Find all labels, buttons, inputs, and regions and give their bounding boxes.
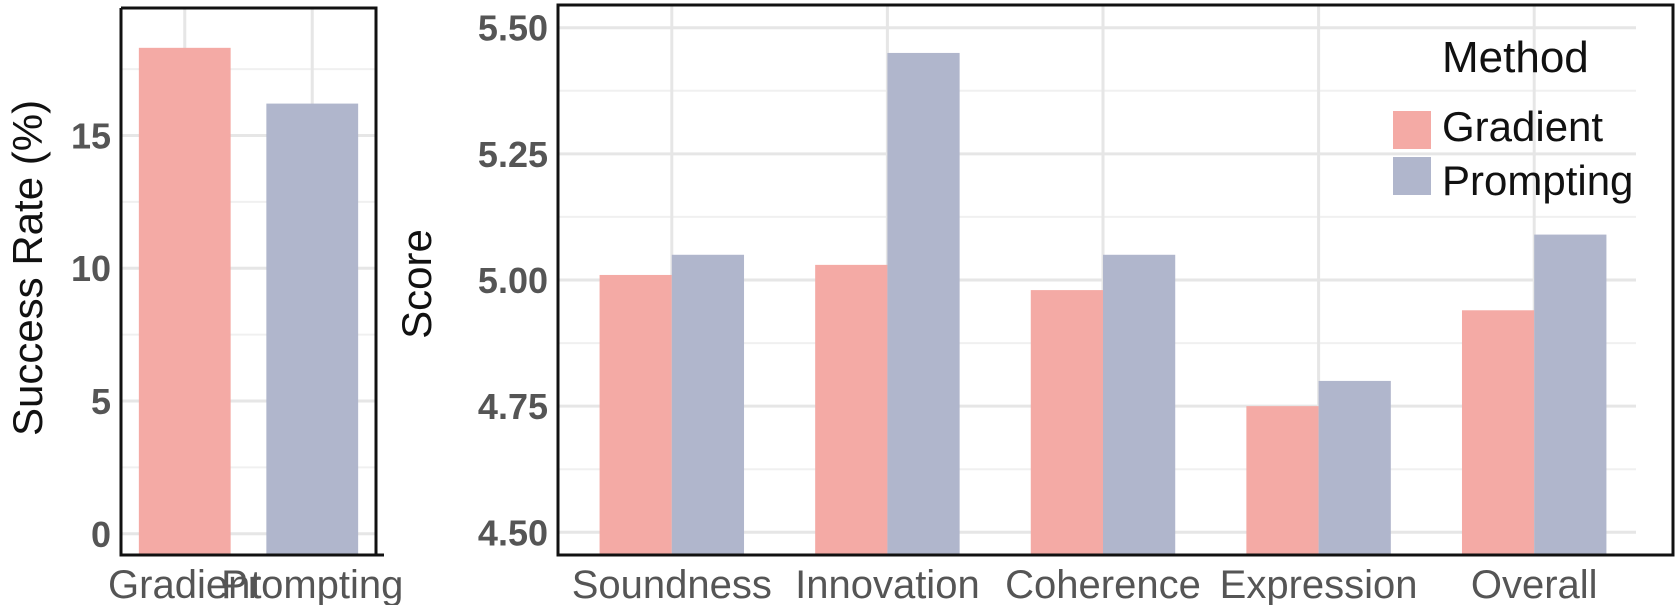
right-x-tick-labels: Soundness Innovation Coherence Expression Ov… <box>572 563 1598 605</box>
right-bars <box>599 52 1607 556</box>
right-y-tick-label: 5.50 <box>478 8 548 49</box>
left-y-tick-labels: 0 5 10 15 <box>71 115 111 554</box>
left-y-tick-label: 5 <box>91 381 111 422</box>
bar-gradient-coherence <box>1030 290 1103 555</box>
right-x-tick-label: Overall <box>1471 563 1598 605</box>
right-y-tick-labels: 4.50 4.75 5.00 5.25 5.50 <box>478 8 548 554</box>
bar-gradient-expression <box>1246 406 1319 555</box>
legend: Method Gradient Prompting <box>1393 33 1633 204</box>
legend-label-prompting: Prompting <box>1442 157 1633 204</box>
legend-label-gradient: Gradient <box>1442 103 1603 150</box>
bar-prompting-innovation <box>887 52 960 555</box>
legend-swatch-gradient <box>1393 111 1431 149</box>
left-y-tick-label: 15 <box>71 115 111 156</box>
legend-swatch-prompting <box>1393 157 1431 195</box>
right-y-tick-label: 5.00 <box>478 260 548 301</box>
left-y-axis-label: Success Rate (%) <box>4 100 51 436</box>
right-x-tick-label: Expression <box>1220 563 1418 605</box>
left-x-tick-label: Prompting <box>221 563 403 605</box>
right-x-tick-label: Coherence <box>1005 563 1201 605</box>
bar-gradient <box>138 47 231 555</box>
score-chart: 4.50 4.75 5.00 5.25 5.50 Soundness Innovation… <box>393 3 1675 605</box>
left-y-tick-label: 0 <box>91 514 111 555</box>
bar-prompting-expression <box>1318 380 1391 555</box>
bar-prompting-overall <box>1534 234 1607 555</box>
left-x-tick-label: Gradient <box>108 563 261 605</box>
left-y-tick-label: 10 <box>71 248 111 289</box>
right-axis-frame <box>556 3 1675 557</box>
right-y-tick-label: 4.75 <box>478 386 548 427</box>
right-y-tick-label: 5.25 <box>478 134 548 175</box>
right-x-tick-label: Innovation <box>795 563 980 605</box>
right-y-axis-label: Score <box>393 229 440 339</box>
bar-prompting-coherence <box>1103 254 1176 556</box>
bar-gradient-innovation <box>815 264 888 555</box>
left-bars <box>138 47 359 556</box>
bar-gradient-soundness <box>599 274 672 555</box>
legend-title: Method <box>1442 33 1589 82</box>
right-y-tick-label: 4.50 <box>478 512 548 553</box>
bar-prompting <box>266 103 359 556</box>
bar-gradient-overall <box>1461 310 1535 555</box>
left-axis-frame <box>119 6 384 557</box>
bar-prompting-soundness <box>671 254 745 556</box>
right-x-tick-label: Soundness <box>572 563 772 605</box>
